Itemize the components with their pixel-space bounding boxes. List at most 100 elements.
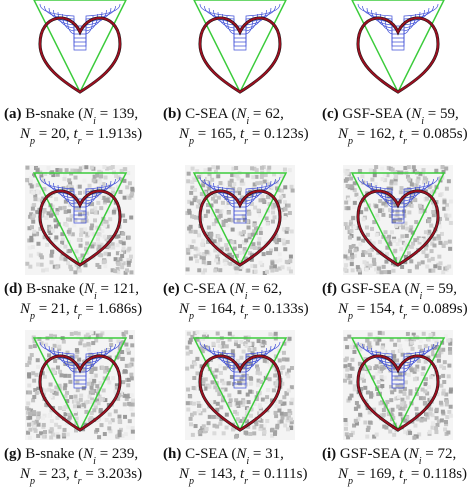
noise <box>435 392 440 397</box>
noise <box>189 190 194 195</box>
noise <box>411 332 416 337</box>
noise <box>243 430 248 435</box>
noise <box>403 430 408 435</box>
noise <box>431 268 436 273</box>
noise <box>254 397 259 402</box>
noise <box>98 408 103 413</box>
noise <box>195 381 200 386</box>
noise <box>101 195 106 200</box>
noise <box>96 241 101 246</box>
caption-part: N <box>82 446 94 462</box>
contour <box>57 349 103 381</box>
noise <box>282 167 287 172</box>
noise <box>422 176 427 181</box>
caption-part: = 59, <box>424 106 459 122</box>
noise <box>99 206 104 211</box>
noise <box>352 200 357 205</box>
noise <box>130 357 135 362</box>
noise <box>97 264 102 269</box>
noise <box>95 173 100 178</box>
noise <box>438 216 443 221</box>
noise <box>427 431 432 436</box>
noise <box>348 249 353 254</box>
noise <box>423 377 428 382</box>
noise <box>281 207 286 212</box>
caption-part: p <box>188 136 194 147</box>
noise <box>116 396 121 401</box>
caption-part: = 23, <box>35 466 73 482</box>
noise <box>429 223 434 228</box>
noise <box>282 401 287 406</box>
noise <box>25 410 30 415</box>
noise <box>203 386 208 391</box>
noise <box>62 386 67 391</box>
noise <box>275 379 280 384</box>
noise <box>259 342 264 347</box>
noise <box>66 229 71 234</box>
noise <box>430 241 435 246</box>
noise <box>277 408 282 413</box>
noise <box>236 344 241 349</box>
noise <box>270 261 275 266</box>
noise <box>97 244 102 249</box>
heart-target <box>356 16 440 94</box>
noise <box>393 177 398 182</box>
noise <box>48 231 53 236</box>
noise <box>124 342 129 347</box>
noise <box>192 331 197 336</box>
noise <box>196 252 201 257</box>
noise <box>215 208 220 213</box>
noise <box>432 236 437 241</box>
noise <box>216 260 221 265</box>
noise <box>438 400 443 405</box>
caption-part: i <box>93 116 96 127</box>
caption-part: p <box>188 311 194 322</box>
noise <box>253 264 258 269</box>
noise <box>196 199 201 204</box>
noise <box>271 388 276 393</box>
noise <box>28 344 33 349</box>
noise <box>72 404 77 409</box>
noise <box>445 203 450 208</box>
noise <box>246 225 251 230</box>
noise <box>190 334 195 339</box>
noise <box>448 389 453 394</box>
noise <box>389 398 394 403</box>
noise <box>345 183 350 188</box>
caption-line: (c) GSF-SEA (Ni = 59, <box>322 106 459 127</box>
caption-part: = 3.203s) <box>82 466 143 482</box>
noise <box>193 195 198 200</box>
noise <box>64 168 69 173</box>
noise <box>126 260 131 265</box>
noise <box>104 365 109 370</box>
noise <box>283 247 288 252</box>
noise <box>120 433 125 438</box>
noise <box>439 231 444 236</box>
noise <box>119 177 124 182</box>
noise <box>199 255 204 260</box>
noise <box>247 342 252 347</box>
noise <box>448 246 453 251</box>
noise <box>111 376 116 381</box>
noise <box>415 179 420 184</box>
noise <box>32 378 37 383</box>
noise <box>29 212 34 217</box>
noise <box>36 386 41 391</box>
noise <box>423 344 428 349</box>
noise <box>73 175 78 180</box>
noise <box>417 261 422 266</box>
caption-part: i <box>419 456 422 467</box>
noise <box>68 181 73 186</box>
noise <box>199 364 204 369</box>
noise <box>281 227 286 232</box>
noise <box>29 184 34 189</box>
noise <box>220 344 225 349</box>
noise <box>121 261 126 266</box>
noise <box>395 424 400 429</box>
noise <box>129 335 134 340</box>
noise <box>29 179 34 184</box>
caption-part: (i) <box>322 446 336 462</box>
noise <box>380 377 385 382</box>
noise <box>289 417 294 422</box>
noise <box>122 178 127 183</box>
